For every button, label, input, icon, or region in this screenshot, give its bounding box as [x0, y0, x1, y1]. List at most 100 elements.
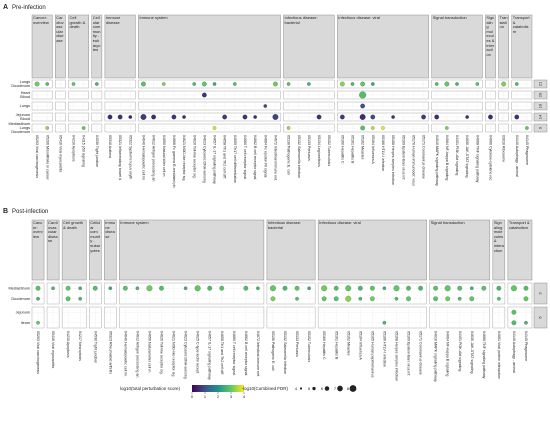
- dot: [360, 125, 365, 131]
- row-label: Lungs: [20, 80, 30, 84]
- cell-panel: [61, 306, 87, 329]
- dot: [418, 285, 423, 291]
- size-key-label: 7: [334, 386, 337, 391]
- row-label: Mediastinum: [8, 286, 30, 290]
- facet-header: [266, 219, 316, 281]
- facet-title: Cellular community - eukaryotes: [92, 15, 101, 53]
- x-tick-label: 04061 Viral protein interaction: [497, 331, 501, 379]
- facet-title: Cardiovascular disease: [48, 220, 58, 244]
- x-tick-label: 04664 Fc epsilon RI signal.: [263, 135, 267, 178]
- dot: [159, 285, 164, 291]
- x-tick-label: 05152 Tuberculosis: [307, 331, 311, 362]
- facet-title: Cancer: overview: [33, 220, 43, 239]
- dot: [469, 296, 475, 302]
- dot: [475, 82, 480, 86]
- facet-header: [104, 219, 117, 281]
- x-tick-label: 05166 HTLV-I infection: [381, 135, 385, 171]
- facet-title: Infectious disease: bacterial: [284, 15, 318, 25]
- dot: [350, 82, 355, 86]
- cell-panel: [507, 306, 533, 329]
- facet-title: Signaling molecules & interaction: [493, 220, 504, 253]
- dot: [333, 285, 339, 291]
- row-strip: [533, 123, 548, 133]
- dot: [36, 296, 40, 301]
- cell-panel: [119, 282, 265, 305]
- row-strip-label: 14: [538, 114, 543, 119]
- dot: [65, 296, 71, 302]
- dot: [433, 285, 438, 291]
- row-label: Ileum: [21, 321, 30, 325]
- x-tick-label: 05322 Systemic lupus eryth.: [128, 135, 132, 180]
- x-tick-label: 04145 Phagosome: [525, 135, 529, 165]
- dot: [207, 285, 213, 291]
- row-strip-label: 3: [538, 292, 543, 295]
- size-key: [299, 387, 303, 390]
- x-tick-label: 04668 TNF signaling pathway: [475, 135, 479, 183]
- dot: [122, 285, 128, 291]
- x-tick-label: 04657 IL-17 signaling pathway: [208, 331, 212, 380]
- colorbar-tick-label: 0: [191, 394, 194, 399]
- dot: [393, 285, 400, 292]
- colorbar: [192, 385, 244, 392]
- dot: [359, 114, 366, 120]
- facet-title: Cardiovascular disease: [56, 15, 64, 43]
- dot: [65, 285, 71, 291]
- dot: [171, 114, 177, 120]
- dot: [45, 126, 50, 130]
- facet-title: Immune system: [139, 15, 168, 20]
- dot: [381, 126, 385, 130]
- facet-header: [429, 219, 491, 281]
- row-label: Jejunum: [16, 310, 30, 314]
- dot: [307, 82, 311, 86]
- dot: [523, 296, 529, 302]
- facet-header: [317, 219, 427, 281]
- dot: [108, 286, 113, 291]
- facet-header-box: Cellular community - eukaryotes: [92, 15, 101, 53]
- dot: [316, 114, 322, 120]
- x-tick-label: 05132 Salmonella infection: [283, 331, 287, 374]
- dot: [321, 285, 328, 292]
- facet-title: Signal transduction: [430, 220, 465, 225]
- dot: [421, 114, 426, 120]
- facet-header-box: Cell growth & death: [69, 15, 85, 29]
- size-legend-title: -log10(Combined FDR): [241, 386, 288, 391]
- facet-header-box: Signal transduction: [430, 220, 465, 225]
- dot: [371, 82, 375, 86]
- row-label: Duodenum: [11, 130, 30, 134]
- dot: [524, 320, 528, 325]
- x-tick-label: 04650 Natural killer cell m.: [162, 135, 166, 177]
- dot: [406, 285, 411, 291]
- dot: [465, 115, 469, 119]
- facet-header-box: Infectious disease: bacterial: [284, 15, 318, 25]
- facet-header-box: Infectious disease: bacterial: [268, 220, 301, 229]
- x-tick-label: 05171 Coronavirus disease: [419, 331, 423, 375]
- row-strip: [533, 306, 548, 329]
- x-tick-label: 04660 T cell receptor signal.: [243, 135, 247, 180]
- dot: [141, 81, 146, 87]
- panel-title: Pre-infection: [12, 5, 46, 11]
- facet-header-box: Signaling molecules & interaction: [493, 220, 504, 253]
- dot: [272, 114, 279, 120]
- dot: [434, 114, 440, 120]
- x-tick-label: 05134 Legionellosis: [317, 135, 321, 167]
- x-tick-label: 05323 Rheumatoid arthritis: [108, 331, 112, 374]
- dot: [433, 296, 438, 302]
- x-tick-label: 05160 Hepatitis C: [322, 331, 326, 360]
- x-tick-label: 05133 Pertussis: [295, 331, 299, 357]
- x-tick-label: 04620 Toll-like receptor sig.: [192, 135, 196, 179]
- dot: [128, 115, 133, 119]
- x-tick-label: 04623 Cytosolic DNA-sensing: [202, 135, 206, 183]
- x-tick-label: 04666 Fc gamma R-mediated ph.: [172, 135, 176, 189]
- x-tick-label: 04623 Cytosolic DNA-sensing: [184, 331, 188, 379]
- x-tick-label: 05321 Inflammatory bowel d.: [118, 135, 122, 181]
- cell-panel: [266, 306, 316, 329]
- x-tick-label: 05161 Hepatitis B: [351, 135, 355, 164]
- dot: [501, 81, 506, 87]
- dot: [510, 285, 517, 292]
- x-tick-label: 05161 Hepatitis B: [334, 331, 338, 360]
- row-strip: [533, 79, 548, 89]
- dot: [457, 296, 462, 301]
- dot: [525, 126, 529, 130]
- x-tick-label: 04620 Toll-like receptor sig.: [160, 331, 164, 375]
- x-tick-label: 05165 Human papillomavirus: [370, 331, 374, 378]
